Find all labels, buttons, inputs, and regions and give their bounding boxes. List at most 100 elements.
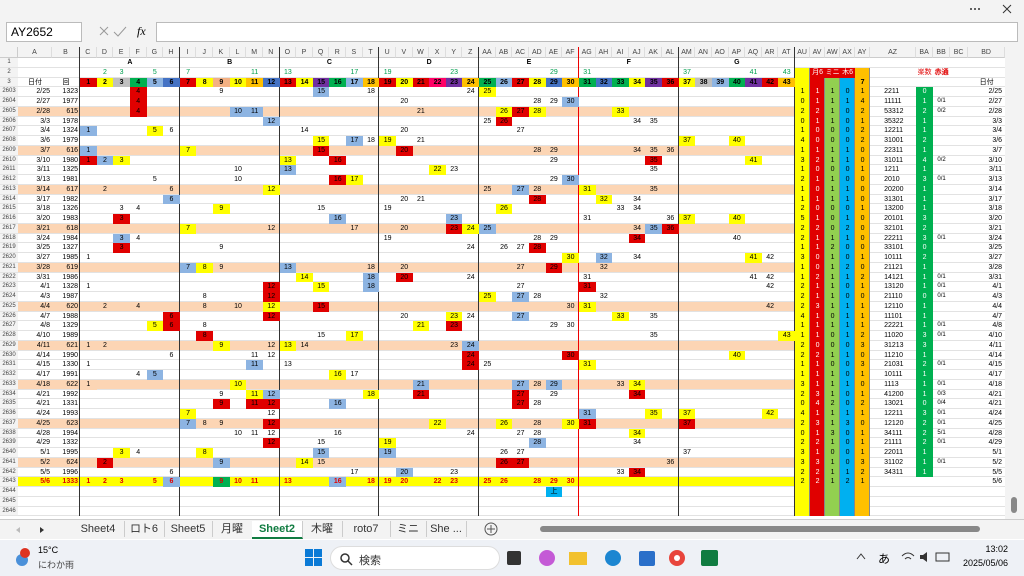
- right-date-cell: 2/28: [988, 107, 1003, 115]
- row-number: 2628: [0, 331, 18, 341]
- sheet-tab[interactable]: roto7: [342, 521, 391, 537]
- number-cell: 29: [550, 390, 558, 398]
- stat-cell: 1: [860, 439, 865, 447]
- scroll-thumb[interactable]: [1011, 497, 1017, 513]
- tray-chevron[interactable]: [855, 550, 867, 564]
- row-line: [18, 495, 1005, 497]
- number-cell: 9: [213, 457, 230, 468]
- group-label: C: [326, 59, 332, 66]
- number-cell: 11: [246, 360, 263, 370]
- code-cell: 31102: [884, 458, 904, 466]
- stat-cell: 2: [860, 107, 865, 115]
- row-line: [18, 339, 1005, 341]
- number-header: 35: [645, 77, 663, 88]
- number-cell: 3: [119, 205, 124, 213]
- stat-cell: 1: [860, 410, 865, 417]
- row-line: [18, 203, 1005, 205]
- right-date-cell: 3/24: [988, 234, 1003, 242]
- tab-nav[interactable]: [10, 524, 50, 536]
- ba-cell: 1: [916, 457, 934, 468]
- number-cell: 42: [766, 254, 775, 261]
- fx-label[interactable]: fx: [137, 24, 146, 38]
- sheet-tab[interactable]: She ...: [426, 521, 467, 537]
- stat-cell: 1: [830, 322, 835, 330]
- number-cell: 19: [379, 438, 396, 448]
- bb-cell: 0/1: [937, 293, 946, 299]
- add-sheet[interactable]: [484, 522, 498, 536]
- sheet-tab[interactable]: 木曜: [302, 521, 343, 537]
- stat-cell: 0: [830, 361, 835, 369]
- id-cell: 618: [66, 224, 78, 232]
- stat-cell: 1: [845, 98, 850, 105]
- ime-indicator[interactable]: あ: [878, 552, 891, 566]
- horizontal-scroll-thumb[interactable]: [540, 526, 980, 532]
- date-cell: 3/21: [36, 224, 50, 232]
- stat-cell: 0: [815, 254, 820, 261]
- id-cell: 1988: [62, 312, 78, 320]
- right-date-cell: 3/27: [988, 254, 1003, 261]
- formula-input[interactable]: [156, 22, 1018, 42]
- number-cell: 35: [649, 185, 658, 193]
- number-cell: 35: [645, 409, 663, 419]
- right-date-cell: 4/29: [988, 439, 1003, 447]
- sheet-tab[interactable]: Sheet4: [72, 521, 125, 537]
- row-number: 2613: [0, 184, 18, 195]
- number-cell: 26: [500, 449, 508, 456]
- sheet-tab[interactable]: ミニ: [390, 521, 427, 537]
- start-button[interactable]: [305, 549, 323, 567]
- stat-cell: 0: [860, 351, 865, 359]
- number-cell: 15: [317, 439, 326, 447]
- group-divider: [677, 47, 679, 517]
- stat-cell: 3: [815, 419, 820, 427]
- stat-cell: 3: [830, 429, 835, 437]
- vertical-scrollbar[interactable]: [1005, 47, 1024, 519]
- number-cell: 20: [400, 98, 409, 105]
- stat-cell: 4: [860, 98, 865, 105]
- stat-cell: 1: [815, 234, 820, 242]
- stat-cell: 0: [845, 254, 850, 261]
- code-cell: 21031: [884, 361, 904, 369]
- code-cell: 22011: [884, 449, 904, 456]
- stat-cell: 0: [860, 380, 865, 388]
- row-line: [18, 369, 1005, 370]
- sheet-tab[interactable]: Sheet5: [164, 521, 213, 537]
- right-date-cell: 4/25: [988, 419, 1003, 427]
- number-cell: 9: [213, 477, 230, 487]
- number-cell: 31: [578, 418, 596, 429]
- number-cell: 21: [417, 195, 425, 203]
- number-cell: 27: [512, 389, 529, 400]
- code-cell: 12110: [884, 302, 904, 310]
- number-cell: 11: [250, 351, 259, 359]
- date-cell: 4/11: [36, 341, 50, 349]
- tray-icons[interactable]: [900, 550, 952, 564]
- stat-column: [825, 67, 841, 517]
- column-header: P: [296, 47, 313, 58]
- stat-cell: 0: [830, 137, 835, 144]
- window-controls[interactable]: [965, 2, 1020, 16]
- weather-icon[interactable]: [12, 548, 34, 568]
- row-line: [18, 408, 1005, 409]
- code-cell: 13021: [884, 400, 904, 408]
- name-box[interactable]: AY2652: [6, 22, 82, 42]
- stat-cell: 1: [830, 302, 835, 310]
- column-header: V: [395, 47, 413, 58]
- number-cell: 18: [367, 478, 375, 486]
- row-number: 2643: [0, 477, 18, 487]
- row-line: [18, 476, 1005, 478]
- ba-cell: 1: [916, 467, 934, 478]
- stat-column: [810, 67, 826, 517]
- taskbar-apps[interactable]: [505, 548, 725, 568]
- sheet-tab[interactable]: 月曜: [212, 521, 253, 537]
- stat-cell: 1: [830, 439, 835, 447]
- sheet-tab[interactable]: ロト6: [124, 521, 165, 537]
- row-line: [18, 437, 1005, 439]
- id-cell: 1325: [62, 166, 78, 174]
- stat-cell: 0: [845, 117, 850, 125]
- row-line: [18, 291, 1005, 292]
- search-box[interactable]: 検索: [330, 546, 500, 570]
- sheet-tab[interactable]: Sheet2: [252, 521, 303, 539]
- right-date-cell: 4/14: [988, 351, 1003, 359]
- number-cell: 32: [595, 194, 613, 205]
- date-cell: 4/4: [40, 302, 50, 310]
- number-cell: 9: [213, 399, 230, 409]
